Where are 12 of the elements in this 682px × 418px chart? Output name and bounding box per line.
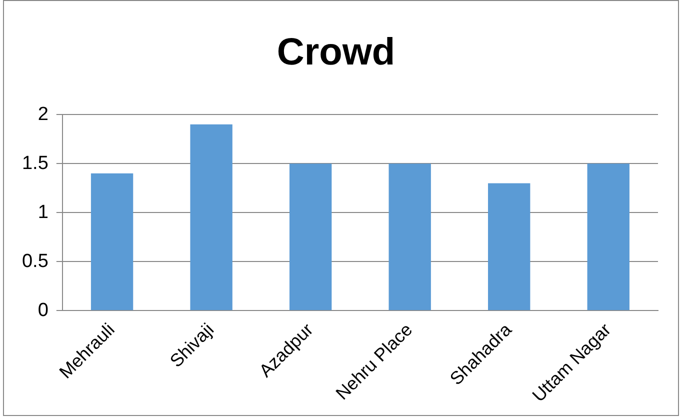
bar bbox=[388, 164, 431, 310]
bar bbox=[190, 124, 232, 310]
y-tick-label: 1.5 bbox=[22, 152, 48, 174]
bar bbox=[587, 164, 630, 310]
y-tick-label: 0.5 bbox=[22, 250, 48, 272]
bar bbox=[90, 173, 134, 310]
bar bbox=[289, 164, 332, 310]
y-tick-label: 2 bbox=[38, 104, 48, 125]
chart-title: Crowd bbox=[276, 31, 396, 74]
y-tick-label: 1 bbox=[38, 202, 48, 223]
y-tick-label: 0 bbox=[38, 300, 48, 321]
bar bbox=[488, 183, 530, 310]
